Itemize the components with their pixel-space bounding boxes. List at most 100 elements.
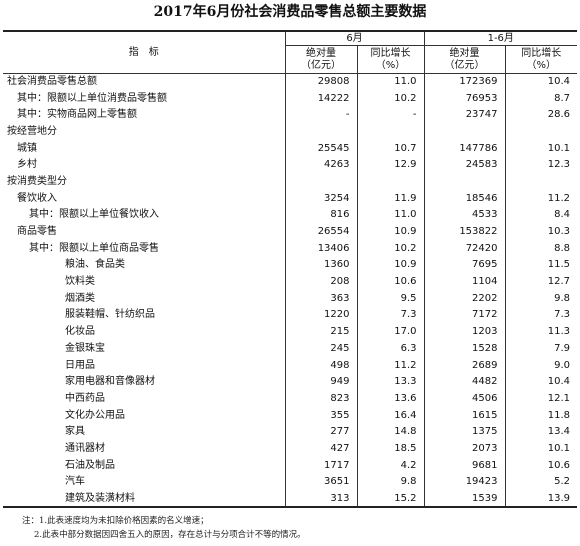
june-group-header: 6月	[284, 30, 424, 46]
row-name: 商品零售	[17, 226, 57, 238]
h1-yoy-cell: 9.8	[504, 290, 577, 308]
h1-abs-cell: 1104	[423, 273, 505, 291]
june-abs-cell: 1220	[284, 307, 357, 324]
table-row: 商品零售 26554 10.9 153822 10.3	[3, 223, 577, 241]
june-abs-cell	[284, 173, 357, 191]
june-yoy-cell: 13.6	[356, 390, 424, 408]
table-row: 烟酒类 363 9.5 2202 9.8	[3, 290, 577, 308]
june-abs-cell: 277	[284, 423, 357, 441]
june-abs-cell: 355	[284, 407, 357, 424]
h1-yoy-cell: 13.9	[504, 490, 577, 509]
row-name: 其中：限额以上单位餐饮收入	[29, 209, 159, 221]
h1-abs-cell	[423, 173, 505, 191]
june-yoy-cell: 17.0	[356, 323, 424, 341]
table-row: 餐饮收入 3254 11.9 18546 11.2	[3, 190, 577, 207]
june-yoy-cell: 10.2	[356, 90, 424, 107]
h1-yoy-cell: 11.8	[504, 407, 577, 424]
june-yoy-cell: 16.4	[356, 407, 424, 424]
june-yoy-header: 同比增长 （%）	[356, 45, 424, 74]
h1-yoy-cell: 8.7	[504, 90, 577, 107]
june-abs-cell: 3254	[284, 190, 357, 207]
table-row: 汽车 3651 9.8 19423 5.2	[3, 474, 577, 491]
h1-yoy-cell	[504, 173, 577, 191]
h1-abs-cell: 2689	[423, 357, 505, 374]
table-row: 乡村 4263 12.9 24583 12.3	[3, 156, 577, 174]
row-name: 其中：实物商品网上零售额	[17, 109, 137, 121]
row-name: 日用品	[65, 359, 95, 371]
june-abs-header: 绝对量 （亿元）	[284, 45, 357, 74]
june-abs-cell: 208	[284, 273, 357, 291]
june-yoy-cell: 10.7	[356, 140, 424, 157]
june-yoy-cell: 10.6	[356, 273, 424, 291]
table-row: 其中：限额以上单位餐饮收入 816 11.0 4533 8.4	[3, 207, 577, 224]
table-row: 石油及制品 1717 4.2 9681 10.6	[3, 457, 577, 474]
june-yoy-cell: 13.3	[356, 373, 424, 391]
june-abs-cell: 313	[284, 490, 357, 509]
h1-yoy-cell: 13.4	[504, 423, 577, 441]
row-name: 饮料类	[65, 276, 95, 288]
table-row: 化妆品 215 17.0 1203 11.3	[3, 323, 577, 341]
june-abs-cell: 215	[284, 323, 357, 341]
h1-yoy-cell: 12.3	[504, 156, 577, 174]
june-yoy-cell: 10.9	[356, 223, 424, 241]
june-yoy-cell: 10.9	[356, 257, 424, 274]
row-name: 其中：限额以上单位商品零售	[29, 242, 159, 254]
h1-yoy-cell: 10.6	[504, 457, 577, 474]
row-name: 中西药品	[65, 392, 105, 404]
june-yoy-cell: 11.0	[356, 207, 424, 224]
table-row: 通讯器材 427 18.5 2073 10.1	[3, 440, 577, 458]
h1-yoy-cell: 28.6	[504, 106, 577, 124]
page-title: 2017年6月份社会消费品零售总额主要数据	[153, 4, 427, 20]
h1-abs-cell	[423, 123, 505, 141]
h1-abs-cell: 1375	[423, 423, 505, 441]
june-yoy-cell: 9.8	[356, 474, 424, 491]
h1-yoy-cell	[504, 123, 577, 141]
h1-abs-cell: 1528	[423, 340, 505, 358]
row-name: 化妆品	[65, 326, 95, 338]
table-row: 家用电器和音像器材 949 13.3 4482 10.4	[3, 373, 577, 391]
h1-abs-cell: 7695	[423, 257, 505, 274]
h1-abs-cell: 9681	[423, 457, 505, 474]
row-name: 家具	[65, 426, 85, 438]
h1-yoy-cell: 12.7	[504, 273, 577, 291]
h1-group-header: 1-6月	[423, 30, 577, 46]
row-name: 文化办公用品	[65, 409, 125, 421]
row-name: 建筑及装潢材料	[3, 490, 285, 509]
h1-yoy-cell: 12.1	[504, 390, 577, 408]
h1-yoy-cell: 8.4	[504, 207, 577, 224]
h1-abs-cell: 76953	[423, 90, 505, 107]
june-yoy-cell: 7.3	[356, 307, 424, 324]
june-yoy-cell: -	[356, 106, 424, 124]
row-name: 按消费类型分	[7, 175, 67, 187]
table-row: 按消费类型分	[3, 173, 577, 191]
h1-yoy-cell: 7.3	[504, 307, 577, 324]
june-abs-cell: 25545	[284, 140, 357, 157]
h1-yoy-header: 同比增长 （%）	[504, 45, 577, 74]
footnotes: 注：1.此表速度均为未扣除价格因素的名义增速； 2.此表中部分数据因四舍五入的原…	[22, 514, 306, 542]
row-name: 金银珠宝	[65, 342, 105, 354]
june-abs-cell: 3651	[284, 474, 357, 491]
h1-abs-cell: 19423	[423, 474, 505, 491]
june-abs-cell: 26554	[284, 223, 357, 241]
h1-abs-cell: 172369	[423, 73, 505, 91]
table-row: 金银珠宝 245 6.3 1528 7.9	[3, 340, 577, 358]
june-abs-cell: 816	[284, 207, 357, 224]
table-body: 社会消费品零售总额 29808 11.0 172369 10.4 其中：限额以上单位消费品…	[3, 73, 577, 509]
table-row: 中西药品 823 13.6 4506 12.1	[3, 390, 577, 408]
indicator-header: 指 标	[3, 30, 285, 74]
june-abs-cell: 823	[284, 390, 357, 408]
row-name: 乡村	[17, 159, 37, 171]
h1-abs-cell: 1539	[423, 490, 505, 509]
h1-abs-cell: 2202	[423, 290, 505, 308]
june-abs-cell: 14222	[284, 90, 357, 107]
row-name: 城镇	[17, 142, 37, 154]
june-yoy-cell: 18.5	[356, 440, 424, 458]
june-yoy-cell: 6.3	[356, 340, 424, 358]
row-name: 其中：限额以上单位消费品零售额	[17, 92, 167, 104]
row-name: 服装鞋帽、针纺织品	[65, 309, 155, 321]
june-yoy-cell: 11.0	[356, 73, 424, 91]
table-row: 家具 277 14.8 1375 13.4	[3, 423, 577, 441]
june-abs-cell: 1717	[284, 457, 357, 474]
row-name: 家用电器和音像器材	[65, 376, 155, 388]
h1-abs-cell: 72420	[423, 240, 505, 258]
